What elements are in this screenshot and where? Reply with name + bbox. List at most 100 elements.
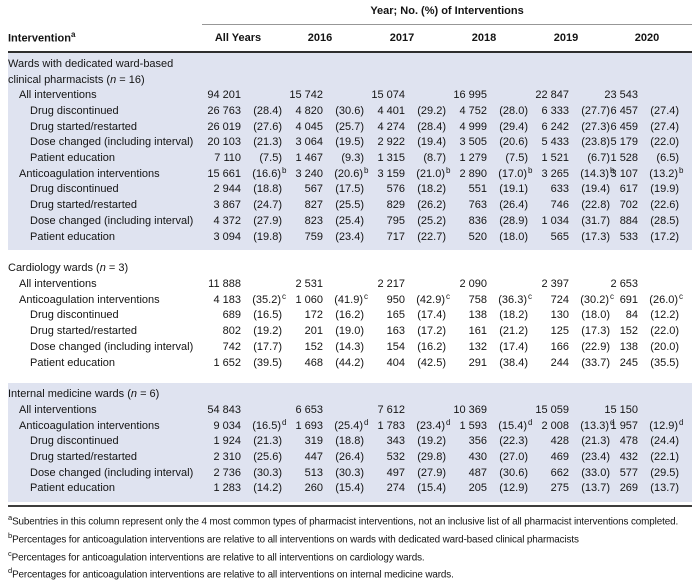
- percent-value: (16.5)d: [252, 418, 287, 432]
- value-cell: 576 (18.2): [366, 182, 448, 198]
- percent-value: (29.5): [650, 466, 680, 479]
- count-value: 15 150: [604, 403, 639, 416]
- value-cell: 1 783 (23.4)d: [366, 418, 450, 435]
- count-value: 404: [386, 356, 405, 369]
- percent-value: (20.0): [650, 340, 680, 353]
- section-header-row: Cardiology wards (n = 3): [8, 257, 692, 277]
- count-value: 201: [304, 325, 323, 338]
- table-row: Anticoagulation interventions 9 034 (16.5)…: [8, 418, 692, 435]
- value-cell: 4 274 (28.4): [366, 120, 448, 136]
- table-header: Year; No. (%) of Interventions Intervent…: [8, 2, 693, 53]
- value-cell: 201 (19.0): [284, 324, 366, 340]
- value-cell: 15 059: [530, 403, 612, 419]
- percent-value: (16.6)b: [252, 166, 287, 180]
- count-value: 274: [386, 482, 405, 495]
- percent-value: (13.7): [650, 482, 680, 495]
- percent-value: (24.4): [650, 435, 680, 448]
- table-row: Patient education 1 283 (14.2) 260 (15.4) 274…: [8, 481, 692, 502]
- percent-value: (9.3): [341, 152, 364, 165]
- row-label: Drug discontinued: [30, 309, 119, 322]
- value-cell: 3 094 (19.8): [202, 230, 284, 251]
- value-cell: 4 401 (29.2): [366, 104, 448, 120]
- row-label: Patient education: [30, 356, 116, 369]
- table-row: All interventions 11 888 2 531 2 217 2 090 2 …: [8, 277, 692, 293]
- count-value: 702: [619, 199, 639, 212]
- count-value: 513: [304, 466, 323, 479]
- count-value: 269: [619, 482, 639, 495]
- value-cell: 6 333 (27.7): [530, 104, 612, 120]
- percent-value: (30.2)c: [580, 292, 614, 306]
- percent-value: (23.8): [581, 136, 610, 149]
- count-value: 94 201: [207, 89, 241, 102]
- percent-value: (17.4): [417, 309, 446, 322]
- percent-value: (36.3)c: [498, 292, 532, 306]
- value-cell: 1 593 (15.4)d: [448, 418, 532, 435]
- percent-value: (14.3)b: [580, 166, 615, 180]
- row-label: Dose changed (including interval): [30, 136, 194, 149]
- percent-value: (23.4): [335, 230, 364, 243]
- value-cell: 1 652 (39.5): [202, 356, 284, 377]
- value-cell: 430 (27.0): [448, 450, 530, 466]
- value-cell: 404 (42.5): [366, 356, 448, 377]
- value-cell: 4 372 (27.9): [202, 214, 284, 230]
- count-value: 15 074: [371, 89, 405, 102]
- percent-value: (15.4): [417, 482, 446, 495]
- count-value: 7 110: [214, 152, 241, 165]
- count-value: 291: [468, 356, 487, 369]
- count-value: 1 521: [541, 152, 569, 165]
- table-row: Patient education 7 110 (7.5) 1 467 (9.3) 1 3…: [8, 151, 692, 167]
- value-cell: 950 (42.9)c: [366, 292, 450, 309]
- percent-value: (12.9): [499, 482, 528, 495]
- value-cell: 3 064 (19.5): [284, 135, 366, 151]
- value-cell: 291 (38.4): [448, 356, 530, 377]
- value-cell: 1 528 (6.5): [611, 151, 692, 167]
- table-footnotes: aSubentries in this column represent onl…: [8, 505, 692, 582]
- percent-value: (19.9): [650, 183, 680, 196]
- percent-value: (18.8): [253, 183, 282, 196]
- value-cell: 428 (21.3): [530, 434, 612, 450]
- count-value: 6 333: [541, 104, 569, 117]
- percent-value: (22.7): [417, 230, 446, 243]
- section-gap: [8, 250, 693, 258]
- value-cell: 758 (36.3)c: [448, 292, 532, 309]
- count-value: 138: [468, 309, 487, 322]
- value-cell: 130 (18.0): [530, 308, 612, 324]
- value-cell: 565 (17.3): [530, 230, 612, 251]
- intervention-header-label: Intervention: [8, 32, 71, 45]
- table-row: Drug started/restarted 802 (19.2) 201 (19.0)…: [8, 324, 692, 340]
- count-value: 165: [386, 309, 405, 322]
- value-cell: 689 (16.5): [202, 308, 284, 324]
- percent-value: (21.3): [253, 435, 282, 448]
- value-cell: 829 (26.2): [366, 198, 448, 214]
- percent-value: (19.0): [335, 325, 364, 338]
- count-value: 691: [619, 293, 639, 306]
- percent-value: (28.4): [253, 104, 282, 117]
- count-value: 16 995: [453, 89, 487, 102]
- footnote-b: bPercentages for anticoagulation interve…: [8, 530, 579, 546]
- count-value: 497: [386, 466, 405, 479]
- percent-value: (25.6): [253, 451, 282, 464]
- value-cell: 1 283 (14.2): [202, 481, 284, 502]
- value-cell: 1 924 (21.3): [202, 434, 284, 450]
- count-value: 428: [550, 435, 569, 448]
- count-value: 1 283: [213, 482, 241, 495]
- count-value: 319: [304, 435, 323, 448]
- value-cell: 269 (13.7): [612, 481, 692, 502]
- count-value: 3 505: [459, 136, 487, 149]
- count-value: 3 064: [295, 136, 323, 149]
- percent-value: (42.9)c: [416, 292, 450, 306]
- value-cell: 1 693 (25.4)d: [284, 418, 368, 435]
- value-cell: 1 315 (8.7): [366, 151, 448, 167]
- count-value: 577: [619, 466, 639, 479]
- percent-value: (12.9)d: [649, 418, 684, 432]
- table-row: All interventions 54 843 6 653 7 612 10 369 1…: [8, 403, 692, 419]
- count-value: 11 888: [208, 278, 241, 290]
- column-header-all-years: All Years: [202, 24, 284, 53]
- value-cell: 759 (23.4): [284, 230, 366, 251]
- count-value: 1 957: [610, 419, 639, 432]
- value-cell: 9 034 (16.5)d: [202, 418, 287, 435]
- count-value: 2 531: [295, 278, 323, 290]
- value-cell: 823 (25.4): [284, 214, 366, 230]
- section-header-row: Internal medicine wards (n = 6): [8, 383, 692, 403]
- percent-value: (29.4): [499, 120, 528, 133]
